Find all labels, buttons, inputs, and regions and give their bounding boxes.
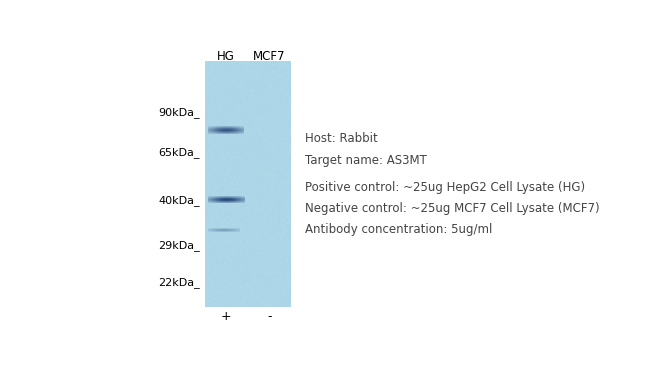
Text: 22kDa_: 22kDa_	[158, 277, 200, 288]
Text: Target name: AS3MT: Target name: AS3MT	[306, 154, 427, 167]
Text: 65kDa_: 65kDa_	[158, 147, 200, 158]
Text: 29kDa_: 29kDa_	[158, 240, 200, 251]
Text: MCF7: MCF7	[253, 50, 285, 63]
Text: 40kDa_: 40kDa_	[158, 195, 200, 206]
Text: HG: HG	[217, 50, 235, 63]
Text: +: +	[220, 310, 231, 323]
Text: Negative control: ~25ug MCF7 Cell Lysate (MCF7): Negative control: ~25ug MCF7 Cell Lysate…	[306, 202, 600, 215]
Text: Positive control: ~25ug HepG2 Cell Lysate (HG): Positive control: ~25ug HepG2 Cell Lysat…	[306, 181, 586, 194]
Text: Host: Rabbit: Host: Rabbit	[306, 132, 378, 145]
Text: Antibody concentration: 5ug/ml: Antibody concentration: 5ug/ml	[306, 223, 493, 236]
Text: 90kDa_: 90kDa_	[158, 108, 200, 119]
Text: -: -	[267, 310, 272, 323]
